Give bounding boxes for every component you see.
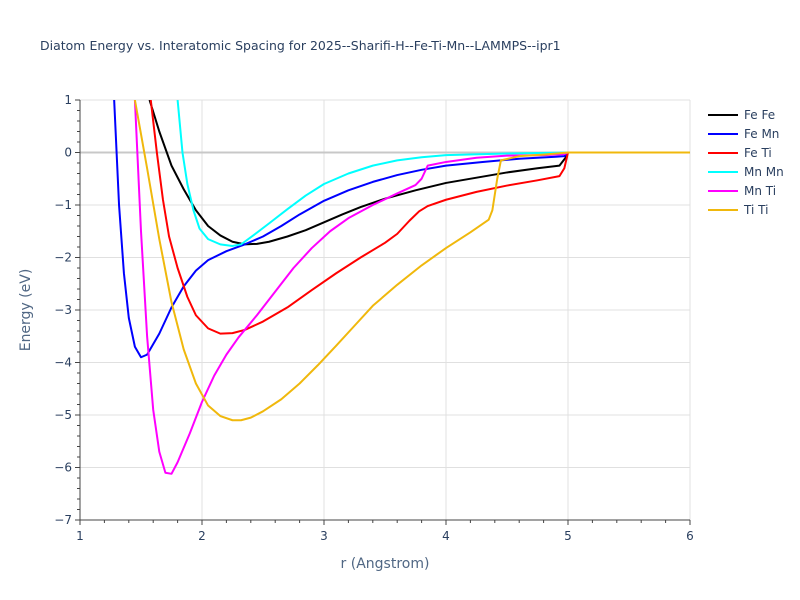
y-tick-label: −2 [54,251,72,265]
plot-area [79,99,691,521]
series-line-fe-ti [149,100,690,335]
series-line-mn-mn [176,100,690,247]
legend-item-mn-mn[interactable]: Mn Mn [708,165,784,179]
legend-label: Fe Mn [744,127,779,141]
y-tick-label: −1 [54,198,72,212]
y-tick-label: −6 [54,461,72,475]
legend-label: Mn Mn [744,165,784,179]
x-tick-label: 2 [198,529,206,543]
x-tick-label: 6 [686,529,694,543]
legend-label: Fe Fe [744,108,775,122]
legend-item-fe-fe[interactable]: Fe Fe [708,108,775,122]
series-line-mn-ti [133,100,690,475]
y-tick-label: −5 [54,408,72,422]
x-tick-label: 3 [320,529,328,543]
x-tick-label: 1 [76,529,84,543]
y-tick-label: 1 [64,93,72,107]
chart-title: Diatom Energy vs. Interatomic Spacing fo… [40,38,561,53]
legend-item-fe-mn[interactable]: Fe Mn [708,127,779,141]
x-tick-label: 4 [442,529,450,543]
series-lines [113,100,690,475]
y-tick-label: −4 [54,356,72,370]
legend-label: Mn Ti [744,184,776,198]
x-tick-label: 5 [564,529,572,543]
series-line-fe-fe [148,100,690,246]
axes: 1 2 3 4 5 6 1 0 −1 −2 −3 −4 −5 −6 −7 [54,93,694,543]
y-axis-title: Energy (eV) [18,269,34,352]
legend-item-ti-ti[interactable]: Ti Ti [708,203,768,217]
series-line-fe-mn [113,100,690,359]
legend-label: Ti Ti [743,203,768,217]
y-tick-label: −3 [54,303,72,317]
legend-label: Fe Ti [744,146,772,160]
y-tick-label: −7 [54,513,72,527]
x-axis-title: r (Angstrom) [341,556,430,572]
legend[interactable]: Fe Fe Fe Mn Fe Ti Mn Mn Mn Ti Ti Ti [708,108,784,217]
y-tick-label: 0 [64,146,72,160]
series-line-ti-ti [133,100,690,422]
legend-item-fe-ti[interactable]: Fe Ti [708,146,772,160]
legend-item-mn-ti[interactable]: Mn Ti [708,184,776,198]
